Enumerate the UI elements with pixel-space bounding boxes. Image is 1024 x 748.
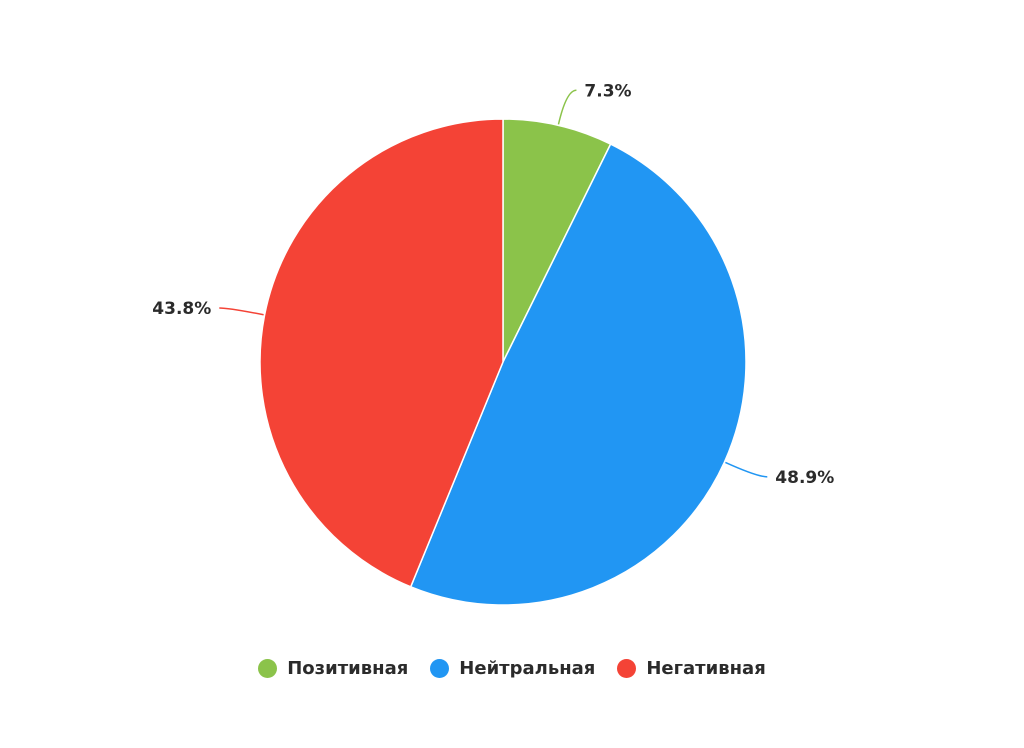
data-label-positive: 7.3% [584, 81, 631, 101]
data-label-neutral: 48.9% [775, 468, 834, 488]
data-label-negative: 43.8% [152, 299, 211, 319]
legend: Позитивная Нейтральная Негативная [0, 648, 1024, 688]
legend-marker-negative [617, 658, 637, 678]
legend-item-negative[interactable]: Негативная [617, 657, 766, 679]
pie-slice-positive[interactable] [502, 118, 612, 363]
leader-line-neutral [725, 461, 768, 478]
legend-label-positive: Позитивная [287, 657, 409, 679]
data-labels: 7.3% 48.9% 43.8% [152, 81, 834, 488]
pie-slice-negative[interactable] [259, 118, 504, 588]
legend-item-positive[interactable]: Позитивная [258, 658, 408, 679]
leader-line-negative [219, 307, 264, 316]
legend-label-neutral: Нейтральная [459, 657, 596, 679]
pie-slice-neutral[interactable] [409, 143, 747, 606]
leader-lines [219, 89, 768, 478]
leader-line-positive [557, 89, 577, 125]
legend-label-negative: Негативная [646, 657, 766, 679]
legend-marker-neutral [430, 658, 450, 678]
legend-item-neutral[interactable]: Нейтральная [430, 658, 595, 679]
pie-slices [259, 118, 747, 606]
legend-marker-positive [258, 658, 278, 678]
